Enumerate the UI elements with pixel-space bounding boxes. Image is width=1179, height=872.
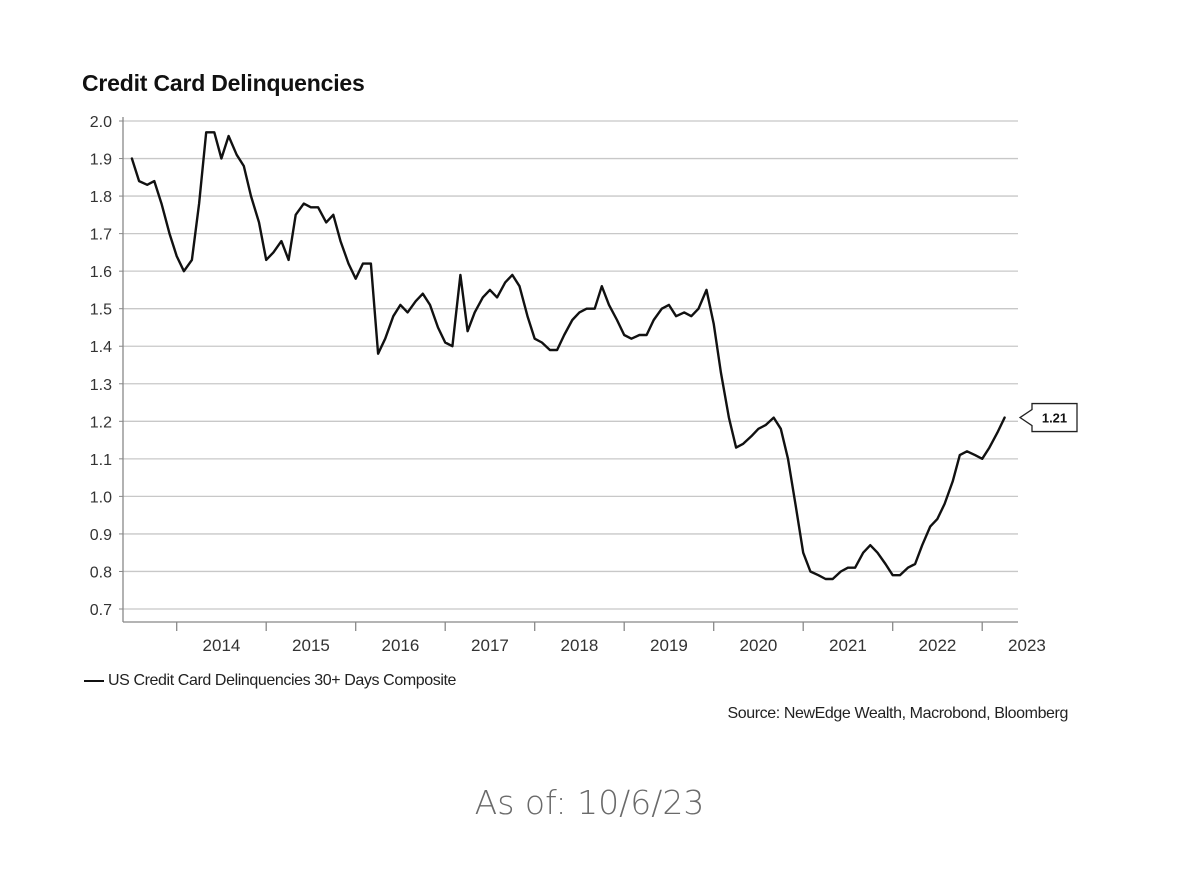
as-of-date: As of: 10/6/23	[474, 783, 705, 822]
x-tick-label: 2017	[471, 636, 509, 655]
x-tick-label: 2022	[919, 636, 957, 655]
y-tick-label: 1.9	[90, 152, 112, 169]
source-note: Source: NewEdge Wealth, Macrobond, Bloom…	[727, 705, 1068, 722]
y-tick-label: 1.8	[90, 189, 112, 206]
callout-box	[1018, 402, 1078, 433]
x-tick-label: 2014	[203, 636, 241, 655]
y-tick-label: 2.0	[90, 114, 112, 131]
y-tick-label: 1.7	[90, 227, 112, 244]
chart-title: Credit Card Delinquencies	[82, 70, 365, 96]
y-tick-label: 1.6	[90, 264, 112, 281]
x-tick-label: 2018	[561, 636, 599, 655]
x-tick-label: 2021	[829, 636, 867, 655]
x-tick-label: 2023	[1008, 636, 1046, 655]
x-axis: 2014 2015 2016 2017 2018 2019 2020 2021 2022 2023	[122, 117, 1046, 655]
y-tick-label: 0.8	[90, 564, 112, 581]
y-tick-label: 1.0	[90, 489, 112, 506]
chart-legend: US Credit Card Delinquencies 30+ Days Co…	[84, 672, 456, 690]
y-tick-label: 1.4	[90, 339, 112, 356]
y-tick-label: 1.2	[90, 414, 112, 431]
series-line	[130, 131, 1006, 581]
y-tick-label: 0.7	[90, 602, 112, 619]
y-tick-label: 1.3	[90, 377, 112, 394]
x-tick-label: 2015	[292, 636, 330, 655]
y-tick-label: 0.9	[90, 527, 112, 544]
legend-swatch	[84, 680, 104, 682]
last-value-callout: 1.21	[1018, 402, 1078, 433]
x-tick-label: 2016	[382, 636, 420, 655]
callout-value: 1.21	[1042, 411, 1067, 426]
legend-label: US Credit Card Delinquencies 30+ Days Co…	[108, 672, 457, 689]
y-axis-tick-labels: 2.0 1.9 1.8 1.7 1.6 1.5 1.4 1.3 1.2 1.1 1.0 0.9 0.8 0…	[90, 114, 123, 619]
gridlines	[123, 120, 1018, 610]
series-layer	[130, 131, 1006, 581]
y-tick-label: 1.1	[90, 452, 112, 469]
x-tick-label: 2020	[740, 636, 778, 655]
y-tick-label: 1.5	[90, 302, 112, 319]
x-tick-label: 2019	[650, 636, 688, 655]
